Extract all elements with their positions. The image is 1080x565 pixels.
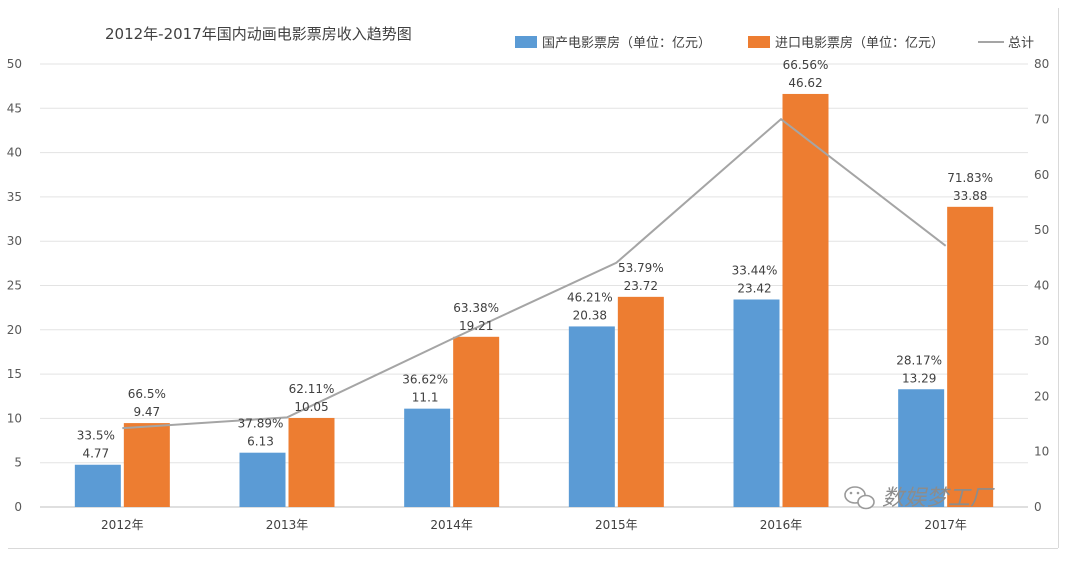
data-label-domestic-value: 11.1 [412,391,439,405]
data-label-imported-share: 66.56% [783,58,829,72]
bar-domestic [734,299,780,507]
y-right-tick-label: 50 [1034,223,1049,237]
data-label-imported-share: 63.38% [453,301,499,315]
data-label-domestic-value: 13.29 [902,371,936,385]
data-label-domestic-value: 23.42 [737,281,771,295]
data-label-imported-value: 33.88 [953,189,987,203]
bar-domestic [569,326,615,507]
data-label-domestic-share: 37.89% [238,417,284,431]
frame-bottom-border [8,548,1058,549]
bar-imported [124,423,170,507]
x-tick-label: 2015年 [595,518,638,532]
data-label-domestic-share: 33.5% [77,429,115,443]
y-left-tick-label: 35 [7,190,22,204]
data-label-domestic-value: 6.13 [247,435,274,449]
y-right-tick-label: 30 [1034,334,1049,348]
y-right-tick-label: 0 [1034,500,1042,514]
y-left-tick-label: 5 [14,456,22,470]
bar-domestic [240,453,286,507]
data-label-imported-value: 46.62 [788,76,822,90]
bar-imported [289,418,335,507]
bar-imported [453,337,499,507]
data-labels: 4.77 33.5% 9.47 66.5% 6.13 37.89% 10.05 62.11% 1… [77,58,993,461]
y-left-tick-label: 50 [7,57,22,71]
data-label-domestic-share: 36.62% [402,373,448,387]
data-label-domestic-share: 28.17% [896,353,942,367]
watermark: 数娱梦工厂 [845,486,995,511]
y-left-tick-label: 20 [7,323,22,337]
data-label-imported-share: 71.83% [947,171,993,185]
frame-right-border [1058,8,1059,548]
legend: 国产电影票房（单位：亿元） 进口电影票房（单位：亿元） 总计 [515,35,1034,51]
y-left-tick-label: 45 [7,101,22,115]
legend-swatch-imported [748,36,770,48]
legend-swatch-domestic [515,36,537,48]
y-right-tick-label: 20 [1034,389,1049,403]
bar-domestic [75,465,121,507]
data-label-imported-value: 19.21 [459,319,493,333]
x-tick-label: 2013年 [266,518,309,532]
y-left-tick-label: 15 [7,367,22,381]
y-right-tick-label: 40 [1034,279,1049,293]
y-left-tick-label: 0 [14,500,22,514]
y-right-tick-label: 60 [1034,168,1049,182]
x-tick-label: 2014年 [430,518,473,532]
data-label-imported-value: 9.47 [133,405,160,419]
legend-label-total: 总计 [1008,36,1034,51]
y-right-tick-label: 80 [1034,57,1049,71]
data-label-imported-value: 10.05 [294,400,328,414]
data-label-domestic-share: 46.21% [567,290,613,304]
data-label-imported-value: 23.72 [624,279,658,293]
bar-imported [947,207,993,507]
chart-title: 2012年-2017年国内动画电影票房收入趋势图 [105,25,412,43]
bar-domestic [404,409,450,507]
data-label-imported-share: 62.11% [289,382,335,396]
y-left-tick-label: 30 [7,234,22,248]
data-label-domestic-share: 33.44% [732,263,778,277]
data-label-domestic-value: 4.77 [82,447,109,461]
x-tick-label: 2017年 [924,518,967,532]
data-label-imported-share: 53.79% [618,261,664,275]
y-right-tick-label: 70 [1034,112,1049,126]
bar-imported [618,297,664,507]
wechat-icon [845,487,874,509]
y-right-tick-label: 10 [1034,445,1049,459]
data-label-domestic-value: 20.38 [573,308,607,322]
legend-label-domestic: 国产电影票房（单位：亿元） [542,35,711,51]
y-left-tick-label: 10 [7,411,22,425]
x-tick-label: 2012年 [101,518,144,532]
y-left-tick-label: 40 [7,146,22,160]
bar-imported [783,94,829,507]
x-tick-label: 2016年 [760,518,803,532]
gridlines [40,64,1028,507]
data-label-imported-share: 66.5% [128,387,166,401]
y-left-tick-label: 25 [7,279,22,293]
watermark-text: 数娱梦工厂 [882,486,995,511]
legend-label-imported: 进口电影票房（单位：亿元） [775,35,944,51]
